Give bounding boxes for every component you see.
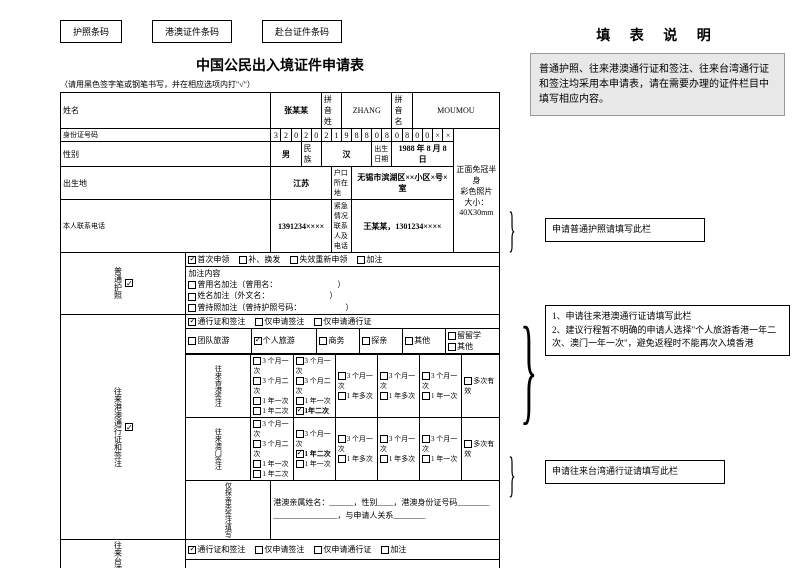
name-value: 张某某 [271, 93, 321, 129]
brace-2: } [520, 300, 537, 438]
right-panel: 填 表 说 明 普通护照、往来港澳通行证和签注、往来台湾通行证和签注均采用本申请… [530, 25, 785, 116]
annotation-tw: 申请往来台湾通行证请填写此栏 [545, 460, 725, 484]
barcode-row: 护照条码 港澳证件条码 赴台证件条码 [60, 20, 342, 43]
brace-1: } [508, 200, 515, 258]
name-label: 姓名 [61, 93, 271, 129]
instructions-box: 普通护照、往来港澳通行证和签注、往来台湾通行证和签注均采用本申请表，请在需要办理… [530, 53, 785, 116]
pinyin-given-label: 拼音名 [392, 93, 412, 129]
form-note: （请用黑色签字笔或钢笔书写，并在相应选项内打"√"） [60, 79, 500, 90]
barcode-hkmo: 港澳证件条码 [152, 20, 232, 43]
brace-3: } [508, 445, 515, 503]
hkmo-side: 往来港澳通行证和签注 [61, 314, 186, 539]
barcode-passport: 护照条码 [60, 20, 122, 43]
instructions-title: 填 表 说 明 [530, 25, 785, 45]
pinyin-surname-label: 拼音姓 [321, 93, 341, 129]
barcode-tw: 赴台证件条码 [262, 20, 342, 43]
tw-side: 往来台湾通行证和签注 [61, 539, 186, 568]
form-title: 中国公民出入境证件申请表 [60, 55, 500, 75]
passport-side: 普通护照 [61, 253, 186, 315]
passport-check[interactable] [125, 279, 133, 287]
photo-box: 正面免冠半身彩色照片大小：40X30mm [453, 129, 499, 253]
annotation-hkmo: 1、申请往来港澳通行证请填写此栏 2、建议行程暂不明确的申请人选择"个人旅游香港… [545, 305, 790, 356]
pinyin-surname-value: ZHANG [342, 93, 392, 129]
annotation-passport: 申请普通护照请填写此栏 [545, 218, 705, 242]
identity-table: 姓名 张某某 拼音姓 ZHANG 拼音名 MOUMOU 身份证号码 320202… [60, 92, 500, 568]
main-form: 中国公民出入境证件申请表 （请用黑色签字笔或钢笔书写，并在相应选项内打"√"） … [60, 55, 500, 568]
id-label: 身份证号码 [61, 129, 271, 142]
pinyin-given-value: MOUMOU [412, 93, 499, 129]
